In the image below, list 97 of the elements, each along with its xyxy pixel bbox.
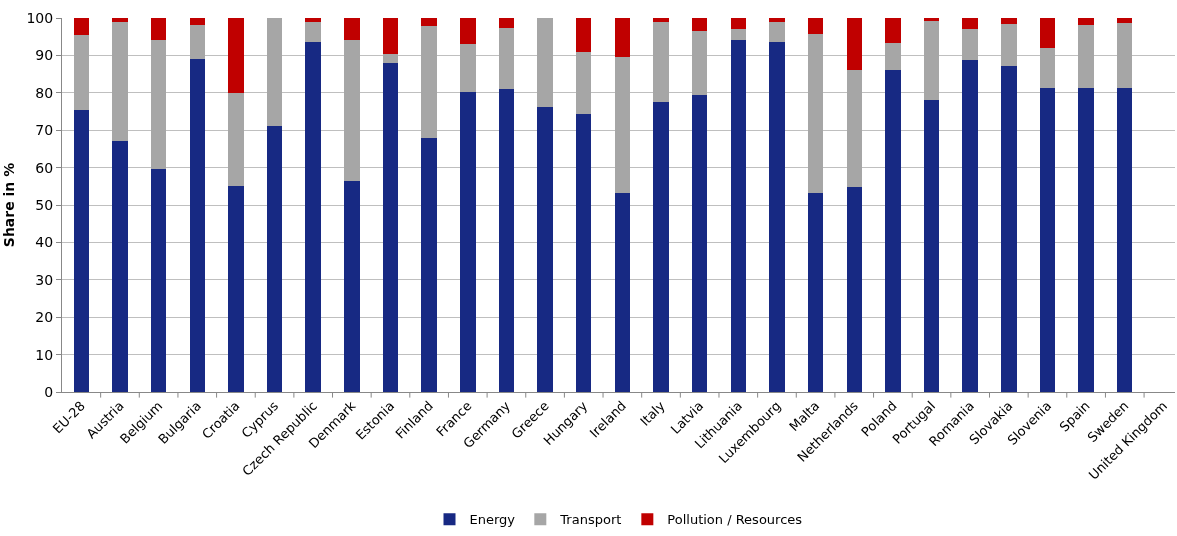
bar (807, 18, 824, 34)
y-tick-label: 30 (35, 271, 54, 288)
bar (1001, 24, 1017, 66)
bar (807, 192, 824, 392)
bar (962, 18, 978, 30)
bar (730, 18, 747, 30)
bar (189, 59, 205, 392)
bar (691, 94, 708, 392)
y-tick-label: 40 (35, 234, 54, 251)
bar (305, 18, 321, 22)
bar (305, 21, 321, 43)
bar (266, 18, 283, 127)
bar (382, 53, 399, 63)
bar (1001, 18, 1017, 25)
bar (537, 106, 553, 392)
bar (575, 51, 592, 115)
bar (885, 43, 901, 71)
bar (537, 18, 553, 107)
bar (1039, 47, 1056, 88)
y-tick-label: 50 (35, 196, 54, 213)
bar (691, 18, 708, 32)
bar (382, 62, 399, 392)
bar (807, 33, 824, 193)
y-tick-label: 0 (44, 383, 54, 400)
bar (112, 141, 128, 392)
bar (189, 18, 205, 26)
bar (421, 137, 437, 392)
bar (653, 18, 669, 23)
bar (575, 114, 592, 392)
bar (1117, 18, 1133, 24)
bar (1078, 87, 1094, 392)
bar (73, 110, 90, 392)
bar (1001, 65, 1017, 392)
y-tick-label: 10 (35, 346, 54, 363)
bar (112, 18, 128, 22)
bar (885, 70, 901, 392)
bar (575, 18, 592, 52)
bar (498, 18, 515, 29)
bar (923, 100, 940, 392)
bar (1117, 23, 1133, 88)
bar (266, 126, 283, 392)
bar (730, 39, 747, 392)
bar (421, 18, 437, 27)
bar (382, 18, 399, 54)
bar (73, 34, 90, 111)
y-tick-label: 20 (35, 309, 54, 326)
y-tick-label: 70 (35, 122, 54, 139)
y-tick-label: 80 (35, 84, 54, 101)
bar (730, 29, 747, 40)
bar (846, 187, 862, 392)
bar (344, 180, 360, 392)
bar (460, 44, 476, 92)
bar (962, 29, 978, 61)
bar (1039, 87, 1056, 392)
bar (498, 28, 515, 90)
bar (344, 18, 360, 41)
bar (421, 26, 437, 138)
bar (1078, 25, 1094, 88)
bar (923, 20, 940, 101)
bar (769, 42, 785, 392)
y-tick-label: 90 (35, 47, 54, 64)
bar (962, 60, 978, 392)
bar (614, 18, 631, 58)
bar (846, 18, 862, 71)
bar (228, 92, 244, 187)
y-axis-title: Share in % (1, 162, 18, 248)
bar (1078, 18, 1094, 26)
bar (769, 18, 785, 22)
bar (112, 21, 128, 142)
legend-label: Energy (469, 512, 516, 528)
bar (614, 57, 631, 193)
bar (460, 91, 476, 392)
bar (344, 40, 360, 181)
legend-label: Pollution / Resources (667, 512, 803, 528)
bar (228, 18, 244, 93)
y-tick-label: 100 (26, 9, 54, 26)
bar (885, 18, 901, 44)
bar (150, 169, 167, 392)
bar (228, 186, 244, 392)
bar (653, 22, 669, 103)
bar (73, 18, 90, 35)
bar (498, 89, 515, 392)
legend-label: Transport (559, 512, 622, 528)
bar (769, 21, 785, 43)
bar (460, 18, 476, 45)
y-tick-label: 60 (35, 159, 54, 176)
bar (150, 40, 167, 170)
bar (846, 70, 862, 188)
bar (305, 42, 321, 392)
bar (691, 31, 708, 95)
bar (614, 192, 631, 392)
bar (1039, 18, 1056, 48)
bar (150, 18, 167, 41)
bar (1117, 87, 1133, 392)
bar (189, 25, 205, 60)
bar (653, 102, 669, 392)
bar (923, 18, 940, 21)
